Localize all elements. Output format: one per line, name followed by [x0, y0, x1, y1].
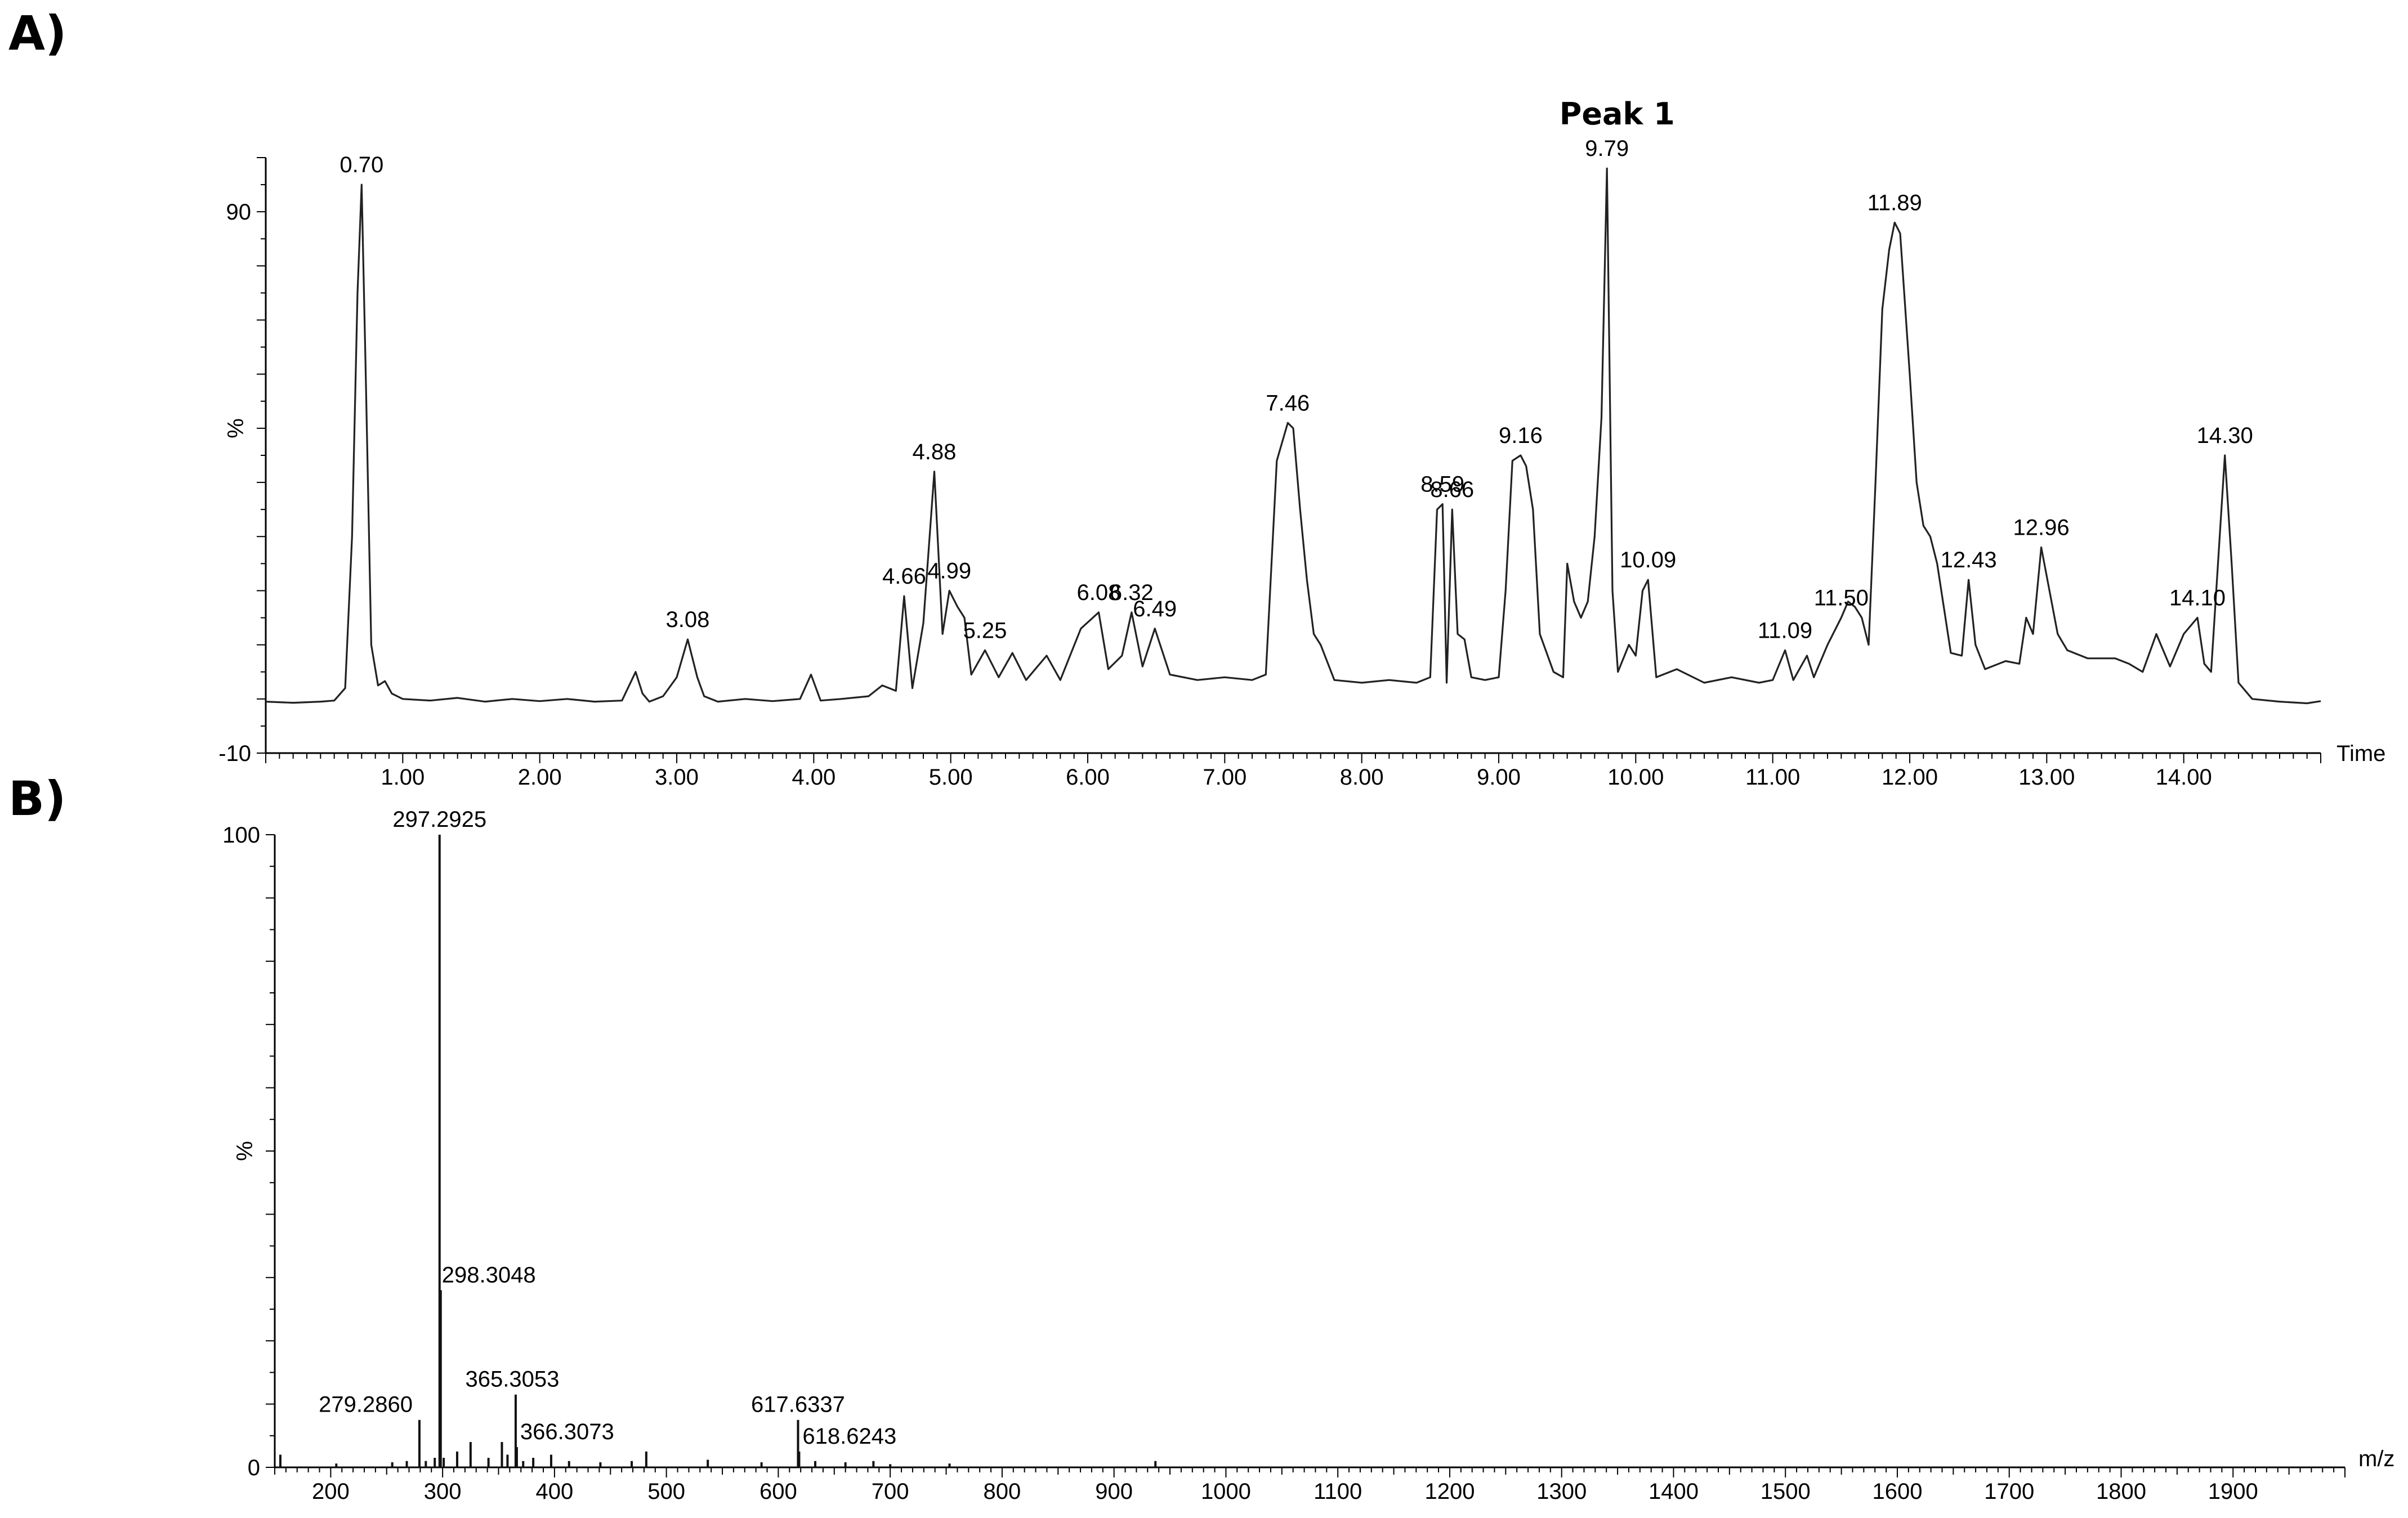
x-tick-label: 400 [536, 1479, 574, 1504]
peak-mz-label: 279.2860 [319, 1392, 413, 1417]
chromatogram-panel: 1.00 2.00 3.00 4.00 5.00 6.00 7.00 8.00 9.00 10.0… [218, 96, 2385, 790]
peak-label: 10.09 [1620, 548, 1676, 572]
x-tick-label: 1100 [1314, 1479, 1362, 1504]
y-tick-label: 0 [248, 1456, 260, 1480]
x-tick-label: 1500 [1761, 1479, 1811, 1504]
peak-label: 14.30 [2197, 423, 2253, 448]
peak-label: 8.59 [1420, 472, 1464, 497]
x-tick-label: 1800 [2096, 1479, 2146, 1504]
y-tick-label: -10 [218, 741, 251, 766]
x-tick-label: 700 [872, 1479, 909, 1504]
peak-label: 0.70 [339, 153, 383, 177]
peak-label: 4.66 [882, 564, 926, 589]
x-tick-label: 6.00 [1066, 765, 1110, 790]
peak-label: 9.79 [1585, 136, 1629, 161]
peak-label: 7.46 [1266, 391, 1310, 415]
x-tick-label: 600 [760, 1479, 797, 1504]
peak-mz-label: 297.2925 [392, 807, 486, 832]
peak-mz-label: 298.3048 [442, 1262, 536, 1287]
x-axis-label: Time [2336, 741, 2385, 766]
x-tick-label: 1600 [1872, 1479, 1922, 1504]
peak-label: 4.88 [913, 440, 957, 464]
mass-spectrum-panel: 200 300 400 500 600 700 800 900 1000 1100 1200 1300… [222, 807, 2394, 1504]
x-tick-label: 3.00 [655, 765, 699, 790]
peak-label: 6.32 [1110, 580, 1154, 605]
x-tick-label: 9.00 [1477, 765, 1521, 790]
panel-a-label: A) [8, 6, 66, 61]
x-tick-label: 1700 [1984, 1479, 2034, 1504]
x-tick-label: 200 [312, 1479, 350, 1504]
peak-label: 11.50 [1814, 586, 1869, 611]
peak-mz-label: 366.3073 [520, 1420, 614, 1444]
peak-label: 14.10 [2169, 586, 2226, 611]
y-tick-label: 100 [222, 823, 260, 848]
x-tick-label: 1400 [1648, 1479, 1699, 1504]
peak-mz-label: 365.3053 [466, 1367, 560, 1392]
x-tick-label: 1200 [1424, 1479, 1475, 1504]
peak-label: 9.16 [1499, 423, 1543, 448]
x-tick-label: 1000 [1201, 1479, 1251, 1504]
x-tick-label: 5.00 [929, 765, 973, 790]
x-tick-label: 1300 [1536, 1479, 1587, 1504]
peak-label: 11.89 [1868, 190, 1922, 215]
x-tick-label: 10.00 [1607, 765, 1664, 790]
x-tick-label: 13.00 [2018, 765, 2075, 790]
x-tick-label: 8.00 [1340, 765, 1384, 790]
y-axis-label: % [233, 1141, 257, 1161]
peak-1-annotation: Peak 1 [1560, 96, 1675, 132]
peak-label: 3.08 [666, 607, 710, 632]
y-axis-label: % [224, 418, 248, 438]
x-tick-label: 7.00 [1203, 765, 1247, 790]
x-tick-label: 900 [1095, 1479, 1133, 1504]
x-tick-label: 4.00 [792, 765, 836, 790]
x-tick-label: 14.00 [2156, 765, 2212, 790]
peak-label: 12.96 [2013, 516, 2070, 540]
x-tick-label: 500 [647, 1479, 685, 1504]
peak-label: 12.43 [1941, 548, 1997, 572]
peak-label: 4.99 [927, 558, 971, 583]
peak-label: 8.66 [1430, 477, 1474, 502]
x-tick-label: 1900 [2208, 1479, 2258, 1504]
x-tick-label: 800 [984, 1479, 1021, 1504]
peak-label: 5.25 [963, 618, 1007, 643]
peak-label: 6.49 [1133, 597, 1177, 621]
peak-label: 6.08 [1077, 580, 1121, 605]
chromatogram-trace [265, 167, 2321, 705]
x-axis-label: m/z [2358, 1447, 2394, 1471]
y-tick-label: 90 [226, 200, 252, 225]
panel-b-label: B) [8, 771, 66, 826]
x-tick-label: 300 [424, 1479, 462, 1504]
peak-mz-label: 617.6337 [751, 1392, 845, 1417]
x-tick-label: 12.00 [1882, 765, 1938, 790]
peak-label: 11.09 [1758, 618, 1812, 643]
x-tick-label: 11.00 [1745, 765, 1800, 790]
x-tick-label: 1.00 [381, 765, 425, 790]
peak-mz-label: 618.6243 [802, 1424, 896, 1449]
x-tick-label: 2.00 [518, 765, 562, 790]
